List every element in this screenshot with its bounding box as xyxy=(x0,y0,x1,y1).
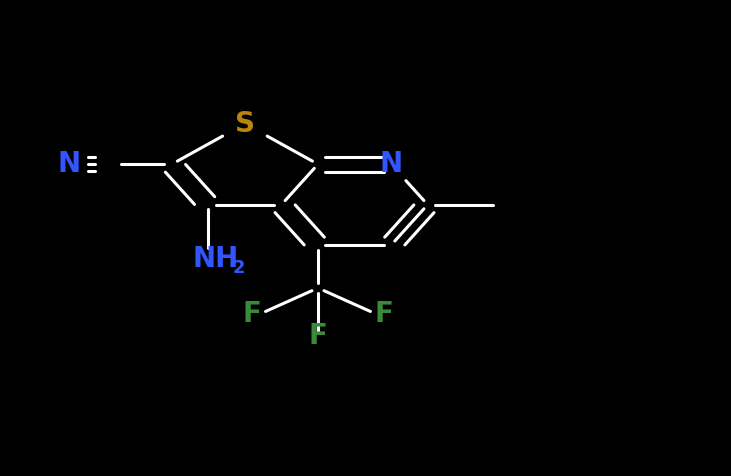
Text: 2: 2 xyxy=(232,259,245,278)
Text: F: F xyxy=(243,300,262,328)
Text: N: N xyxy=(379,150,403,178)
Text: S: S xyxy=(235,110,255,138)
Text: N: N xyxy=(58,150,81,178)
Text: NH: NH xyxy=(192,246,238,273)
Text: F: F xyxy=(374,300,393,328)
Text: F: F xyxy=(308,322,327,349)
